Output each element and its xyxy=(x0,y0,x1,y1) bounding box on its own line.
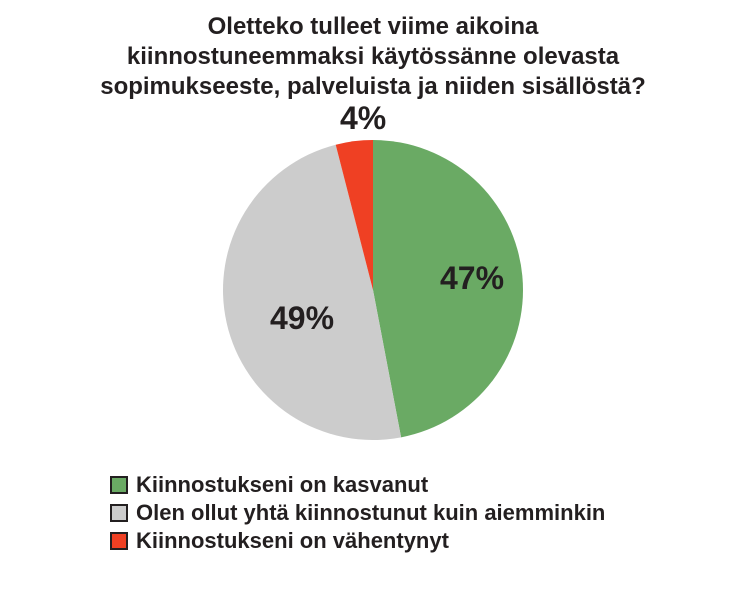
legend-item: Kiinnostukseni on vähentynyt xyxy=(110,528,605,554)
legend-label: Kiinnostukseni on kasvanut xyxy=(136,472,428,498)
pie-slice-label: 49% xyxy=(270,300,334,337)
legend-swatch xyxy=(110,476,128,494)
pie-slice-label: 47% xyxy=(440,260,504,297)
pie-chart-container: Oletteko tulleet viime aikoina kiinnostu… xyxy=(0,0,746,601)
legend-item: Kiinnostukseni on kasvanut xyxy=(110,472,605,498)
legend-swatch xyxy=(110,504,128,522)
legend-swatch xyxy=(110,532,128,550)
legend-label: Olen ollut yhtä kiinnostunut kuin aiemmi… xyxy=(136,500,605,526)
pie-slice-label: 4% xyxy=(340,100,386,137)
legend: Kiinnostukseni on kasvanutOlen ollut yht… xyxy=(110,470,605,556)
legend-label: Kiinnostukseni on vähentynyt xyxy=(136,528,449,554)
legend-item: Olen ollut yhtä kiinnostunut kuin aiemmi… xyxy=(110,500,605,526)
